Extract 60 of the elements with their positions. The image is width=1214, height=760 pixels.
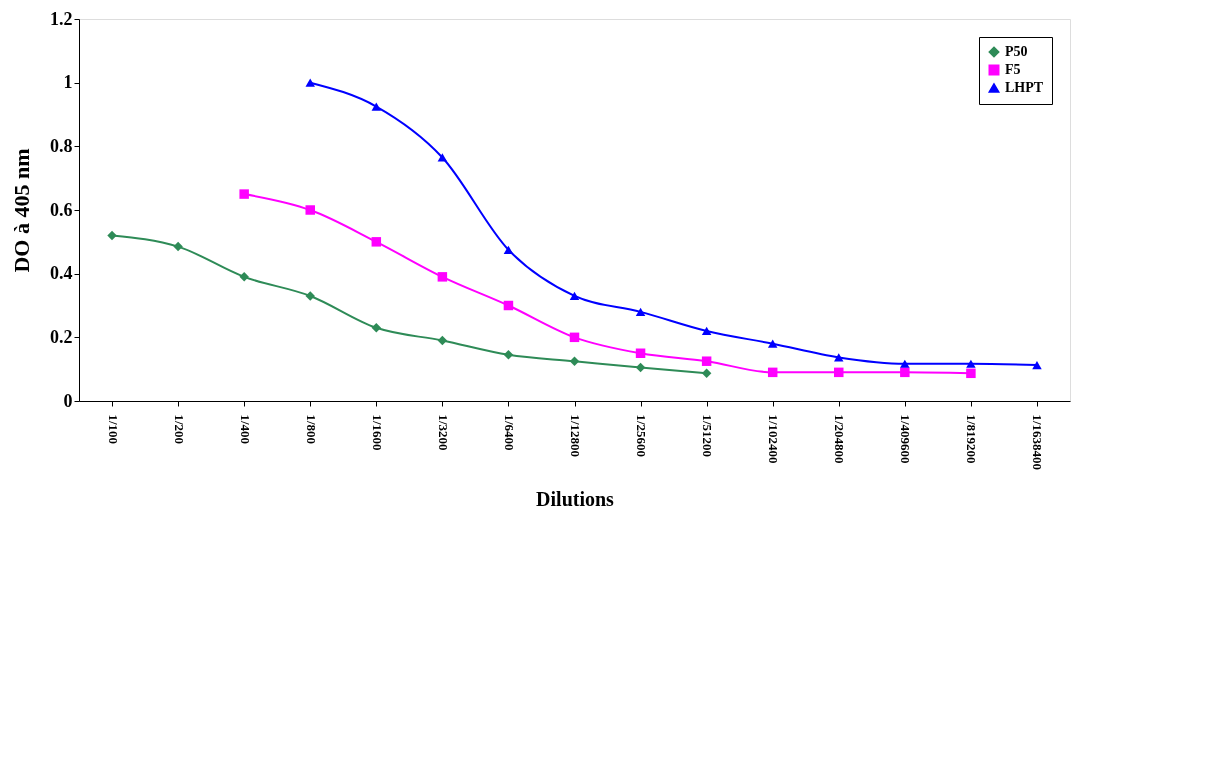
point <box>437 335 448 346</box>
y-tick-label: 0.2 <box>50 326 73 347</box>
point <box>239 272 249 282</box>
legend-label: P50 <box>1005 44 1028 59</box>
x-tick-label: 1/3200 <box>435 414 451 451</box>
point <box>305 205 315 215</box>
point <box>834 367 844 378</box>
x-tick-label: 1/409600 <box>898 414 914 464</box>
y-tick-label: 1.2 <box>50 8 73 29</box>
y-tick-label: 1 <box>63 72 73 93</box>
y-tick-label: 0.4 <box>50 263 73 284</box>
point <box>107 230 117 241</box>
x-tick-label: 1/400 <box>237 414 253 445</box>
x-tick-label: 1/51200 <box>700 414 716 458</box>
point <box>767 339 778 348</box>
point <box>701 326 712 336</box>
point <box>635 348 646 358</box>
point <box>371 237 382 247</box>
point <box>966 368 976 379</box>
x-axis-title: Dilutions <box>536 488 615 511</box>
x-tick-label: 1/100 <box>105 414 121 445</box>
point <box>701 356 712 366</box>
x-tick-label: 1/200 <box>171 414 187 445</box>
point <box>900 359 910 368</box>
point <box>503 300 514 311</box>
y-tick-label: 0.8 <box>50 135 73 156</box>
point <box>569 291 580 301</box>
x-tick-label: 1/1638400 <box>1030 414 1046 471</box>
point <box>767 367 778 378</box>
x-tick-label: 1/819200 <box>964 414 980 464</box>
y-tick-label: 0.6 <box>50 199 73 220</box>
point <box>305 291 315 301</box>
x-tick-label: 1/12800 <box>568 414 583 458</box>
x-tick-label: 1/102400 <box>766 414 782 464</box>
x-tick-label: 1/6400 <box>501 414 517 451</box>
x-tick-label: 1/800 <box>303 414 319 445</box>
point <box>371 323 382 333</box>
x-tick-label: 1/1600 <box>369 414 385 451</box>
point <box>635 362 646 373</box>
point <box>569 356 580 366</box>
point <box>371 102 382 111</box>
point <box>239 189 249 199</box>
point <box>701 368 712 379</box>
point <box>503 350 514 360</box>
point <box>635 307 646 316</box>
y-tick-label: 0 <box>63 390 73 411</box>
legend-label: F5 <box>1005 62 1021 77</box>
point <box>173 241 183 252</box>
point <box>966 359 976 368</box>
legend-label: LHPT <box>1005 80 1044 95</box>
point <box>569 332 580 343</box>
point <box>503 245 514 254</box>
point <box>437 272 448 282</box>
point <box>1032 360 1042 370</box>
x-tick-label: 1/25600 <box>634 414 650 458</box>
y-axis-title: DO à 405 nm <box>9 148 34 273</box>
point <box>305 78 315 87</box>
point <box>900 367 910 378</box>
x-tick-label: 1/204800 <box>832 414 848 464</box>
point <box>437 153 448 162</box>
